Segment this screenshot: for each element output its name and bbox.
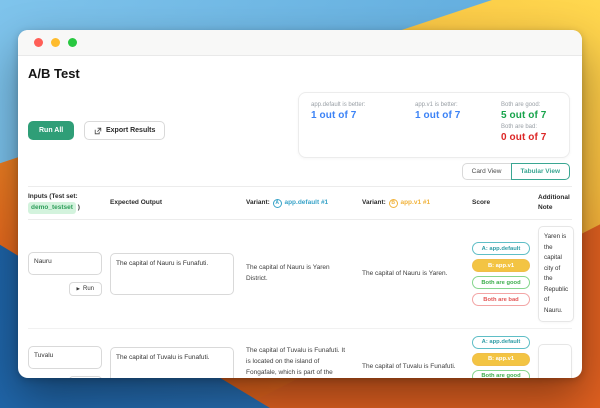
stat-b-better-label: app.v1 is better:: [415, 102, 458, 108]
zoom-window-button[interactable]: [68, 38, 77, 47]
run-row-button[interactable]: ▶ Run: [68, 282, 102, 297]
stat-both: Both are good: 5 out of 7 Both are bad: …: [501, 102, 557, 148]
score-both-good-button[interactable]: Both are good: [472, 369, 530, 378]
stat-both-bad-label: Both are bad:: [501, 124, 538, 130]
results-summary-card: app.default is better: 1 out of 7 app.v1…: [298, 92, 570, 158]
testset-badge: demo_testset: [28, 202, 76, 214]
col-header-expected: Expected Output: [110, 199, 163, 207]
input-field[interactable]: Nauru: [28, 252, 102, 276]
run-row-button[interactable]: ▶ Run: [68, 375, 102, 378]
variant-a-circle-icon: A: [272, 199, 282, 209]
run-row-label: Run: [82, 286, 94, 293]
app-window: A/B Test app.default is better: 1 out of…: [18, 30, 582, 378]
variant-b-label: Variant:: [362, 198, 386, 206]
table-row: Nauru ▶ Run The capital of Nauru is Funa…: [28, 220, 575, 330]
expected-output-field[interactable]: The capital of Nauru is Funafuti.: [110, 253, 234, 296]
table-row: Tuvalu ▶ Run The capital of Tuvalu is Fu…: [28, 329, 572, 378]
variant-b-output: The capital of Nauru is Yaren.: [362, 269, 448, 277]
input-cell: Nauru ▶ Run: [28, 252, 106, 297]
window-titlebar: [18, 30, 582, 56]
score-b-button[interactable]: B: app.v1: [472, 259, 530, 273]
variant-b-circle-icon: B: [388, 199, 398, 209]
expected-output-field[interactable]: The capital of Tuvalu is Funafuti.: [110, 346, 234, 378]
stat-b-better-value: 1 out of 7: [415, 110, 461, 121]
score-a-button[interactable]: A: app.default: [472, 242, 530, 256]
export-results-button[interactable]: Export Results: [84, 121, 166, 140]
export-results-label: Export Results: [106, 127, 156, 134]
additional-note-field[interactable]: [538, 343, 572, 378]
page-title: A/B Test: [28, 66, 80, 81]
additional-note-field[interactable]: Yaren is the capital city of the Republi…: [538, 226, 575, 323]
input-cell: Tuvalu ▶ Run: [28, 345, 106, 378]
score-cell: A: app.default B: app.v1 Both are good B…: [472, 242, 530, 307]
inputs-header-suffix: ): [77, 204, 80, 211]
score-both-good-button[interactable]: Both are good: [472, 276, 530, 290]
tabular-view-button[interactable]: Tabular View: [510, 163, 570, 180]
score-both-bad-button[interactable]: Both are bad: [472, 293, 530, 307]
evaluation-table: Inputs (Test set: demo_testset ) Expecte…: [28, 186, 575, 378]
card-view-button[interactable]: Card View: [461, 163, 512, 180]
variant-a-label: Variant:: [246, 198, 270, 206]
variant-a-output: The capital of Tuvalu is Funafuti. It is…: [246, 347, 345, 376]
stat-a-better-value: 1 out of 7: [311, 110, 357, 121]
score-cell: A: app.default B: app.v1 Both are good B…: [472, 335, 530, 378]
variant-b-output: The capital of Tuvalu is Funafuti.: [362, 363, 456, 371]
minimize-window-button[interactable]: [51, 38, 60, 47]
inputs-header-text: Inputs (Test set:: [28, 193, 78, 201]
view-toggle: Card View Tabular View: [461, 163, 570, 180]
col-header-variant-a: Variant: A app.default #1: [246, 198, 358, 209]
play-icon: ▶: [76, 286, 80, 292]
close-window-button[interactable]: [34, 38, 43, 47]
col-header-note: Additional Note: [538, 194, 570, 211]
col-header-score: Score: [472, 199, 491, 207]
stat-both-bad-value: 0 out of 7: [501, 132, 547, 143]
stat-both-good-value: 5 out of 7: [501, 110, 547, 121]
table-header-row: Inputs (Test set: demo_testset ) Expecte…: [28, 186, 572, 220]
input-field[interactable]: Tuvalu: [28, 345, 102, 369]
stat-b-better: app.v1 is better: 1 out of 7: [415, 102, 501, 148]
score-a-button[interactable]: A: app.default: [472, 335, 530, 349]
variant-b-name: app.v1 #1: [400, 198, 431, 206]
col-header-variant-b: Variant: B app.v1 #1: [362, 198, 468, 209]
run-all-button[interactable]: Run All: [28, 121, 75, 140]
stat-a-better-label: app.default is better:: [311, 102, 366, 108]
col-header-inputs: Inputs (Test set: demo_testset ): [28, 192, 106, 214]
variant-a-output: The capital of Nauru is Yaren District.: [246, 264, 330, 283]
stat-both-good-label: Both are good:: [501, 102, 541, 108]
score-b-button[interactable]: B: app.v1: [472, 352, 530, 366]
variant-a-name: app.default #1: [284, 198, 329, 206]
stat-a-better: app.default is better: 1 out of 7: [311, 102, 415, 148]
export-icon: [94, 127, 102, 134]
